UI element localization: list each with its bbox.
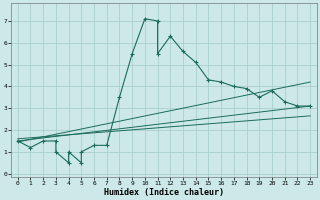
X-axis label: Humidex (Indice chaleur): Humidex (Indice chaleur) (104, 188, 224, 197)
